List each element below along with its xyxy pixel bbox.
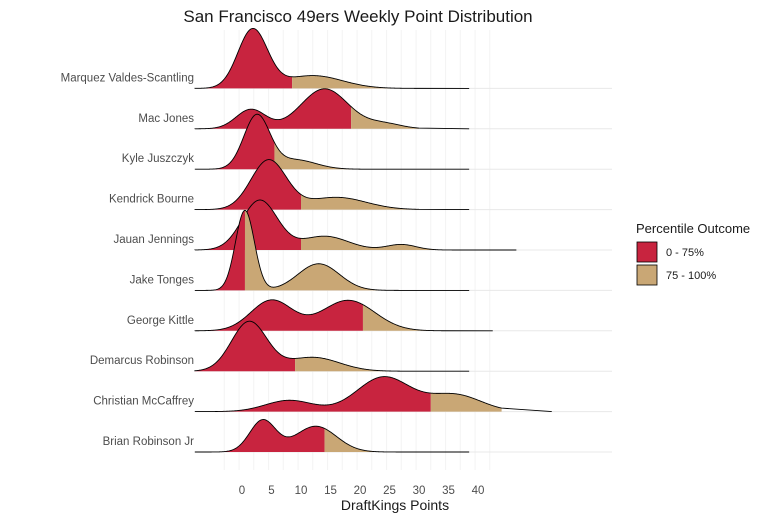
ridge-kyle-juszczyk — [194, 113, 470, 170]
ridge-area-75-100 — [324, 428, 419, 452]
x-tick-label: 35 — [442, 485, 455, 497]
ridge-area-75-100 — [292, 75, 419, 89]
ridge-outline — [194, 159, 470, 211]
x-tick-label: 15 — [324, 485, 337, 497]
y-label: Mac Jones — [138, 113, 194, 125]
legend-label-high: 75 - 100% — [666, 270, 716, 282]
y-label: Demarcus Robinson — [90, 355, 194, 367]
ridge-area-75-100 — [274, 142, 419, 170]
ridge-area-75-100 — [295, 357, 419, 372]
x-tick-label: 40 — [472, 485, 485, 497]
ridge-kendrick-bourne — [194, 159, 470, 211]
legend-swatch-high — [636, 264, 658, 286]
ridge-jake-tonges — [194, 209, 470, 291]
ridge-outline — [194, 113, 470, 170]
x-tick-label: 5 — [268, 485, 274, 497]
ridges — [194, 27, 552, 453]
ridge-area-75-100 — [362, 304, 443, 331]
y-label: Kyle Juszczyk — [122, 153, 194, 165]
ridge-area-75-100 — [351, 106, 419, 129]
legend-title: Percentile Outcome — [636, 221, 750, 236]
ridge-area-75-100 — [430, 393, 502, 412]
x-axis-ticks: 0 5 10 15 20 25 30 35 40 — [239, 485, 485, 497]
ridge-christian-mccaffrey — [194, 376, 552, 413]
x-tick-label: 0 — [239, 485, 245, 497]
ridge-area-0-75 — [194, 210, 245, 291]
ridge-mac-jones — [194, 88, 470, 130]
ridge-outline — [194, 376, 552, 413]
y-label: Marquez Valdes-Scantling — [61, 72, 194, 84]
ridge-area-0-75 — [194, 419, 325, 452]
y-label: Brian Robinson Jr — [103, 436, 195, 448]
x-tick-label: 20 — [354, 485, 367, 497]
ridge-area-0-75 — [194, 376, 431, 412]
ridge-area-0-75 — [194, 28, 293, 89]
y-label: Christian McCaffrey — [93, 396, 194, 408]
ridge-area-0-75 — [194, 114, 275, 170]
ridge-area-0-75 — [194, 88, 352, 129]
ridge-outline — [194, 419, 470, 453]
y-axis-labels: Marquez Valdes-Scantling Mac Jones Kyle Ju… — [61, 72, 195, 448]
ridge-outline — [194, 27, 470, 89]
x-tick-label: 30 — [413, 485, 426, 497]
ridge-area-0-75 — [194, 299, 363, 331]
ridge-area-75-100 — [301, 236, 467, 250]
y-label: George Kittle — [127, 315, 194, 327]
y-label: Kendrick Bourne — [109, 194, 194, 206]
ridge-area-75-100 — [301, 194, 419, 210]
x-tick-label: 25 — [383, 485, 396, 497]
ridge-outline — [194, 299, 493, 332]
x-tick-label: 10 — [295, 485, 308, 497]
x-axis-label: DraftKings Points — [341, 497, 449, 513]
ridge-marquez-valdes-scantling — [194, 27, 470, 89]
ridge-outline — [194, 320, 470, 372]
legend: Percentile Outcome 0 - 75% 75 - 100% — [636, 221, 750, 286]
ridge-george-kittle — [194, 299, 493, 332]
chart-title: San Francisco 49ers Weekly Point Distrib… — [183, 7, 532, 26]
legend-label-low: 0 - 75% — [666, 247, 704, 259]
y-label: Jake Tonges — [130, 274, 195, 286]
ridge-outline — [194, 209, 470, 291]
y-label: Jauan Jennings — [113, 234, 194, 246]
ridge-area-75-100 — [244, 210, 419, 291]
ridge-outline — [194, 88, 470, 130]
legend-swatch-low — [636, 241, 658, 263]
ridge-brian-robinson-jr — [194, 419, 470, 453]
ridge-demarcus-robinson — [194, 320, 470, 372]
